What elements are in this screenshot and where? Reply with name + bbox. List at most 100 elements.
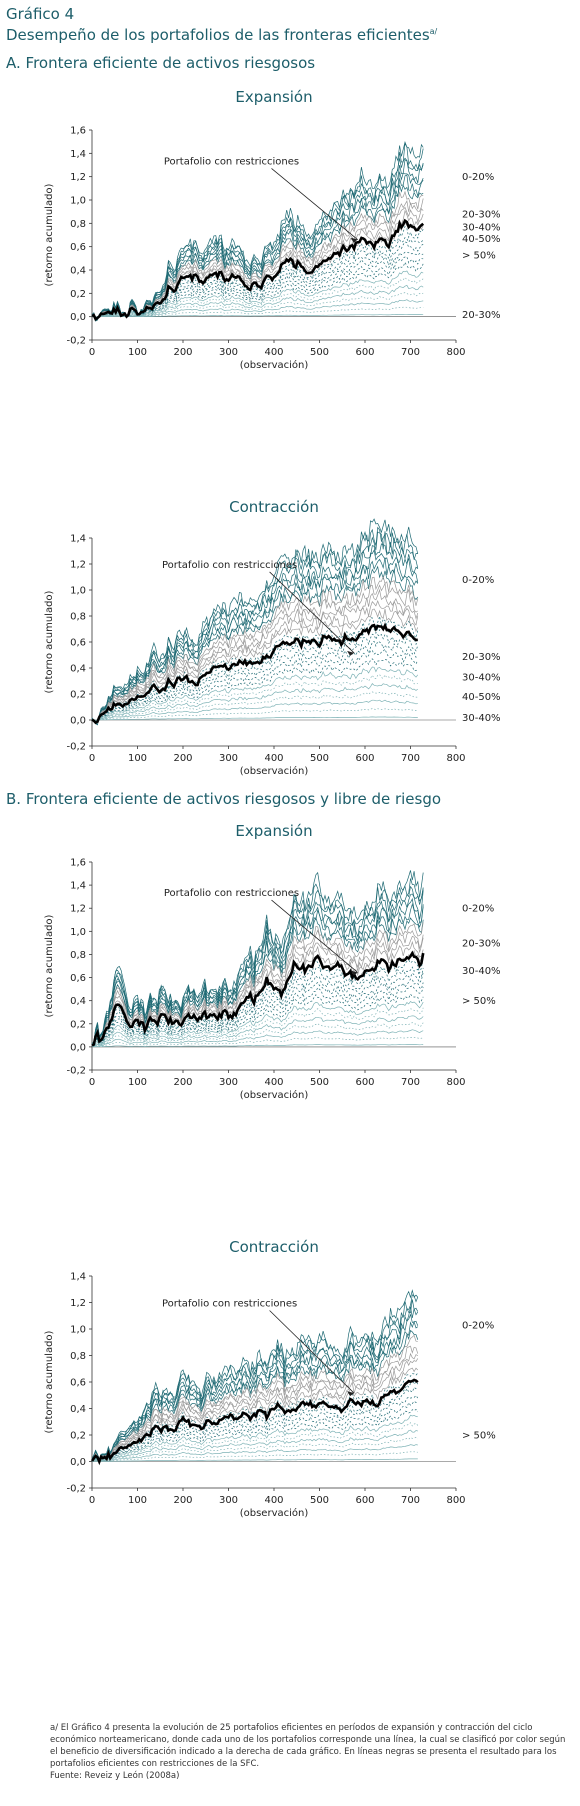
- series-line: [91, 582, 419, 724]
- x-axis-label: (observación): [240, 1089, 309, 1101]
- series-line: [91, 184, 424, 321]
- restricted-arrow: [269, 571, 355, 654]
- series-line: [92, 313, 424, 318]
- series-line: [92, 1044, 424, 1048]
- x-tick-label: 200: [173, 1495, 192, 1506]
- group-label: 30-40%: [462, 222, 501, 233]
- series-line: [91, 1444, 418, 1462]
- series-line: [91, 159, 424, 321]
- series-line: [91, 557, 419, 725]
- x-tick-label: 700: [401, 753, 420, 764]
- y-tick-label: 0,4: [70, 1404, 86, 1415]
- series-line: [91, 666, 419, 722]
- y-tick-label: 0,6: [70, 638, 86, 649]
- group-label: 0-20%: [462, 172, 494, 183]
- series-line: [91, 885, 424, 1044]
- restricted-arrow: [271, 899, 358, 973]
- series-line: [91, 1395, 419, 1462]
- x-tick-label: 400: [264, 753, 283, 764]
- series-line: [91, 588, 419, 724]
- restricted-arrow-head: [347, 1391, 355, 1397]
- y-tick-label: 0,6: [70, 973, 86, 984]
- footnote: a/ El Gráfico 4 presenta la evolución de…: [50, 1723, 566, 1769]
- x-tick-label: 800: [446, 1495, 465, 1506]
- y-tick-label: -0,2: [66, 742, 86, 753]
- x-tick-label: 800: [446, 1077, 465, 1088]
- series-line: [91, 1414, 418, 1462]
- x-tick-label: 400: [264, 1495, 283, 1506]
- x-tick-label: 500: [310, 1077, 329, 1088]
- x-tick-label: 500: [310, 347, 329, 358]
- restricted-label: Portafolio con restricciones: [164, 156, 299, 167]
- series-line: [91, 1022, 424, 1047]
- series-line: [91, 270, 424, 319]
- series-line: [91, 640, 419, 723]
- series-line: [91, 251, 424, 319]
- series-line: [91, 225, 424, 320]
- x-tick-label: 800: [446, 347, 465, 358]
- x-tick-label: 0: [89, 347, 95, 358]
- y-tick-label: 0,2: [70, 1431, 86, 1442]
- x-tick-label: 0: [89, 1077, 95, 1088]
- chart-a-contraction: Contracción -0,2 0,0 0,2 0,4 0,6 0,8 1,0 1,2 1,4 0…: [44, 498, 501, 777]
- series-line: [91, 648, 419, 722]
- series-line: [91, 1294, 419, 1461]
- y-tick-label: 0,8: [70, 950, 86, 961]
- restricted-portfolio-line: [91, 218, 425, 321]
- x-tick-label: 700: [401, 1077, 420, 1088]
- series-line: [91, 949, 424, 1046]
- y-tick-label: -0,2: [66, 1484, 86, 1495]
- y-axis-label: (retorno acumulado): [44, 914, 55, 1017]
- y-tick-label: 0,6: [70, 242, 86, 253]
- x-tick-label: 600: [355, 347, 374, 358]
- series-line: [91, 993, 424, 1047]
- y-tick-label: 1,2: [70, 904, 86, 915]
- series-line: [91, 1313, 419, 1461]
- group-label: 0-20%: [462, 904, 494, 915]
- x-tick-label: 300: [219, 1077, 238, 1088]
- series-line: [91, 1001, 424, 1047]
- group-label: 20-30%: [462, 310, 501, 321]
- chart-b-contraction: Contracción -0,2 0,0 0,2 0,4 0,6 0,8 1,0 1,2 1,4 0…: [44, 1238, 496, 1519]
- series-line: [91, 299, 424, 318]
- y-tick-label: 1,0: [70, 196, 86, 207]
- series-line: [91, 708, 418, 721]
- y-tick-label: 1,6: [70, 126, 86, 137]
- x-tick-label: 700: [401, 347, 420, 358]
- x-tick-label: 0: [89, 1495, 95, 1506]
- figure-label: Gráfico 4: [6, 5, 75, 23]
- y-tick-label: 1,4: [70, 534, 86, 545]
- group-label: 40-50%: [462, 234, 501, 245]
- chart-a-expansion: Expansión -0,2 0,0 0,2 0,4 0,6 0,8 1,0 1,2 1,4 1,6…: [44, 88, 501, 371]
- restricted-label: Portafolio con restricciones: [162, 560, 297, 571]
- y-tick-label: 1,0: [70, 927, 86, 938]
- y-tick-label: 0,2: [70, 289, 86, 300]
- series-line: [91, 1345, 419, 1461]
- series-line: [92, 716, 418, 721]
- y-tick-label: -0,2: [66, 1066, 86, 1077]
- chart-title: Contracción: [229, 498, 319, 516]
- series-line: [91, 1299, 419, 1461]
- series-line: [91, 1334, 418, 1461]
- y-tick-label: 1,4: [70, 881, 86, 892]
- series-line: [91, 608, 419, 723]
- series-line: [91, 1015, 424, 1047]
- notes: a/ El Gráfico 4 presenta la evolución de…: [50, 1722, 570, 1782]
- series-line: [91, 600, 419, 724]
- restricted-portfolio-line: [91, 622, 418, 725]
- series-line: [91, 1409, 419, 1462]
- restricted-label: Portafolio con restricciones: [162, 1298, 297, 1309]
- x-tick-label: 200: [173, 347, 192, 358]
- y-tick-label: 1,6: [70, 858, 86, 869]
- y-tick-label: 0,4: [70, 266, 86, 277]
- series-line: [91, 978, 424, 1046]
- series-line: [91, 616, 419, 723]
- y-axis-label: (retorno acumulado): [44, 1330, 55, 1433]
- x-tick-label: 300: [219, 1495, 238, 1506]
- y-tick-label: 0,2: [70, 690, 86, 701]
- group-label: 30-40%: [462, 673, 501, 684]
- restricted-arrow: [269, 1310, 355, 1394]
- chart-title: Expansión: [235, 822, 312, 840]
- series-line: [91, 633, 419, 723]
- y-tick-label: 1,4: [70, 1272, 86, 1283]
